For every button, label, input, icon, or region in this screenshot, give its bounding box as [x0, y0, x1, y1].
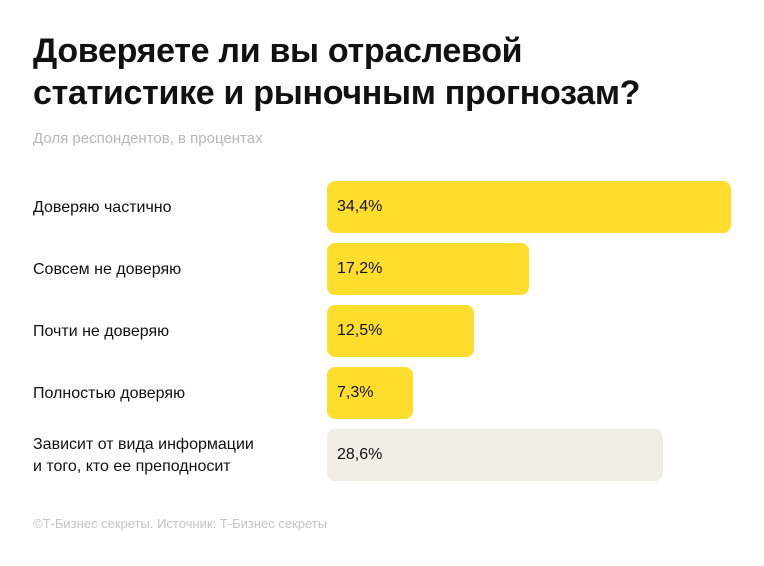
bar-value-label: 7,3% — [337, 384, 374, 401]
chart-title-line-2: статистике и рыночным прогнозам? — [33, 74, 641, 112]
category-label-line: и того, кто ее преподносит — [33, 458, 231, 475]
chart-title: Доверяете ли вы отраслевой статистике и … — [33, 30, 733, 114]
bar-row: Полностью доверяю 7,3% — [0, 367, 764, 421]
bar-row: Доверяю частично 34,4% — [0, 181, 764, 235]
category-label-text: Полностью доверяю — [33, 383, 185, 405]
category-label-line: Зависит от вида информации — [33, 436, 254, 453]
category-label: Зависит от вида информации и того, кто ее… — [33, 429, 318, 483]
bar-value-label: 17,2% — [337, 260, 383, 277]
source-footer: ©Т-Бизнес секреты. Источник: Т-Бизнес се… — [33, 516, 328, 531]
bar: 17,2% — [327, 243, 529, 295]
category-label: Почти не доверяю — [33, 305, 318, 359]
category-label-line: Почти не доверяю — [33, 323, 170, 340]
category-label-text: Почти не доверяю — [33, 321, 169, 343]
bar: 28,6% — [327, 429, 663, 481]
category-label-line: Полностью доверяю — [33, 385, 186, 402]
category-label: Доверяю частично — [33, 181, 318, 235]
bar-value-label: 28,6% — [337, 446, 383, 463]
bar: 7,3% — [327, 367, 413, 419]
chart-subtitle: Доля респондентов, в процентах — [33, 130, 263, 147]
bar: 12,5% — [327, 305, 474, 357]
category-label-text: Совсем не доверяю — [33, 259, 181, 281]
bar-row: Почти не доверяю 12,5% — [0, 305, 764, 359]
bar-row: Совсем не доверяю 17,2% — [0, 243, 764, 297]
bar-value-label: 34,4% — [337, 198, 383, 215]
category-label-line: Совсем не доверяю — [33, 261, 182, 278]
category-label: Полностью доверяю — [33, 367, 318, 421]
category-label-text: Зависит от вида информации и того, кто ее… — [33, 434, 254, 478]
bar-row: Зависит от вида информации и того, кто ее… — [0, 429, 764, 483]
bar-value-label: 12,5% — [337, 322, 383, 339]
bar: 34,4% — [327, 181, 731, 233]
category-label-text: Доверяю частично — [33, 197, 172, 219]
category-label: Совсем не доверяю — [33, 243, 318, 297]
chart-title-line-1: Доверяете ли вы отраслевой — [33, 32, 523, 70]
category-label-line: Доверяю частично — [33, 199, 172, 216]
